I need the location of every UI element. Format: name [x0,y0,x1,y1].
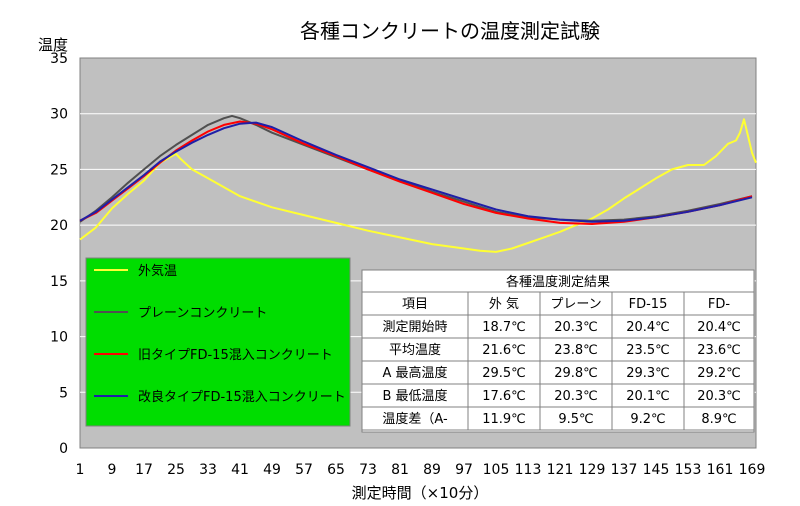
x-tick-label: 73 [359,462,377,478]
y-tick-label: 25 [50,162,68,178]
x-tick-label: 97 [455,462,473,478]
series-lines [79,114,757,253]
series-line-4 [79,121,753,223]
y-tick-label: 10 [50,330,68,346]
y-tick-label: 0 [59,441,68,457]
table-cell: 29.3℃ [626,366,670,381]
x-tick-label: 153 [675,462,702,478]
x-tick-label: 169 [739,462,766,478]
table-cell: 11.9℃ [482,412,526,427]
table-header-cell: プレーン [550,297,601,312]
summary-table-title: 各種温度測定結果 [506,274,610,290]
x-tick-label: 41 [231,462,249,478]
x-tick-label: 49 [263,462,281,478]
table-cell: 17.6℃ [482,389,526,404]
x-tick-label: 161 [707,462,734,478]
y-tick-labels: 0 5 10 15 20 25 30 35 [50,51,68,457]
table-header-cell: 項目 [402,297,428,312]
legend-box [85,257,351,427]
x-tick-label: 81 [391,462,409,478]
table-cell: 29.2℃ [697,366,741,381]
summary-table: 各種温度測定結果 項目 外 気 プレーン FD-15 FD- 測定開始時 18.7℃ 20.3… [361,269,755,433]
table-cell: 20.3℃ [554,320,598,335]
x-tick-label: 113 [515,462,542,478]
x-tick-label: 137 [611,462,638,478]
y-tick-label: 5 [59,385,68,401]
table-cell: 23.5℃ [626,343,670,358]
y-tick-label: 20 [50,218,68,234]
series-line-2 [79,114,753,223]
table-cell: 29.8℃ [554,366,598,381]
legend: 外気温プレーンコンクリート旧タイプFD-15混入コンクリート改良タイプFD-15… [85,257,351,427]
table-cell: A 最高温度 [382,365,447,381]
table-cell: 20.3℃ [554,389,598,404]
table-cell: 23.6℃ [697,343,741,358]
series-line-1 [79,118,757,253]
summary-table-box [361,269,755,433]
table-cell: 29.5℃ [482,366,526,381]
table-header-cell: FD-15 [629,297,668,312]
x-tick-label: 9 [108,462,117,478]
table-cell: 8.9℃ [701,412,736,427]
x-tick-label: 33 [199,462,217,478]
table-cell: 測定開始時 [382,320,447,335]
x-tick-label: 57 [295,462,313,478]
table-cell: 18.7℃ [482,320,526,335]
y-tick-label: 30 [50,107,68,123]
table-header-cell: FD- [708,297,730,312]
table-cell: 20.4℃ [697,320,741,335]
y-tick-label: 35 [50,51,68,67]
x-tick-label: 121 [547,462,574,478]
table-cell: 平均温度 [389,342,441,358]
table-cell: 20.1℃ [626,389,670,404]
x-tick-label: 17 [135,462,153,478]
table-cell: 温度差（A- [382,411,448,427]
x-tick-label: 129 [579,462,606,478]
legend-item: 旧タイプFD-15混入コンクリート [138,348,333,363]
x-axis-label: 測定時間（×10分） [352,484,489,502]
x-tick-label: 25 [167,462,185,478]
table-cell: 21.6℃ [482,343,526,358]
x-tick-labels: 1 9 17 25 33 41 49 57 65 73 81 89 97 105 113 121 129 137 1… [76,462,766,478]
table-cell: 23.8℃ [554,343,598,358]
table-cell: 20.3℃ [697,389,741,404]
table-cell: 9.2℃ [630,412,665,427]
x-tick-label: 1 [76,462,85,478]
x-tick-label: 105 [483,462,510,478]
x-tick-label: 89 [423,462,441,478]
table-cell: 20.4℃ [626,320,670,335]
x-tick-label: 65 [327,462,345,478]
y-axis-label: 温度 [38,36,68,54]
table-header-cell: 外 気 [489,296,519,312]
table-cell: 9.5℃ [558,412,593,427]
legend-item: プレーンコンクリート [138,306,267,321]
legend-item: 改良タイプFD-15混入コンクリート [138,389,346,405]
table-cell: B 最低温度 [382,388,447,404]
chart-title: 各種コンクリートの温度測定試験 [300,19,600,43]
legend-item: 外気温 [138,263,177,279]
x-tick-label: 145 [643,462,670,478]
y-tick-label: 15 [50,274,68,290]
